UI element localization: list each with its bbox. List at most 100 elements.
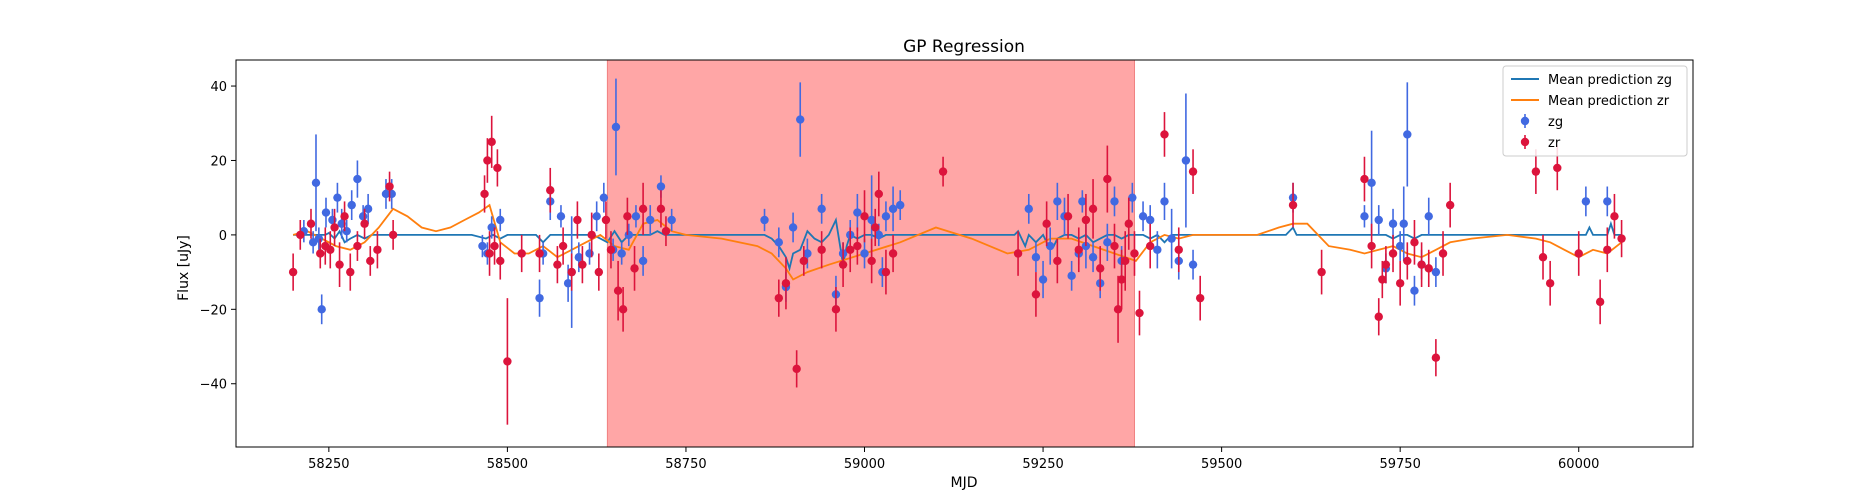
data-point [1431, 267, 1441, 277]
data-point [556, 212, 566, 221]
data-point [558, 241, 568, 251]
data-point [1360, 212, 1369, 221]
data-point [330, 223, 339, 232]
data-point [1181, 156, 1191, 165]
data-point [1088, 204, 1098, 214]
data-point [646, 215, 655, 225]
data-point [1367, 178, 1376, 187]
data-point [1145, 241, 1155, 251]
data-point [1424, 264, 1433, 273]
data-point [1545, 279, 1555, 288]
data-point [1053, 256, 1062, 266]
data-point [638, 256, 648, 266]
data-point [1381, 260, 1391, 269]
data-point [888, 249, 898, 258]
data-point [618, 305, 628, 314]
data-point [385, 182, 394, 191]
data-point [1188, 167, 1198, 176]
data-point [490, 241, 499, 251]
data-point [321, 208, 331, 217]
data-point [1103, 174, 1112, 184]
data-point [478, 241, 487, 251]
data-point [503, 357, 512, 366]
data-point [611, 122, 621, 132]
axes-frame [235, 59, 1694, 448]
data-point [1603, 245, 1612, 254]
data-point [480, 189, 489, 199]
data-point [1088, 253, 1098, 262]
data-point [535, 249, 544, 258]
legend-label: Mean prediction zr [1548, 94, 1670, 109]
data-point [1078, 197, 1087, 206]
data-point [1074, 245, 1083, 254]
data-point [574, 253, 584, 262]
data-point [535, 293, 544, 303]
data-point [1288, 200, 1298, 210]
data-point [493, 163, 502, 173]
data-point [1395, 279, 1405, 288]
data-point [517, 249, 526, 258]
data-point [792, 364, 801, 374]
data-point [831, 305, 841, 314]
data-point [1388, 249, 1398, 258]
data-point [314, 234, 324, 243]
legend-box [1502, 65, 1688, 157]
data-point [799, 256, 809, 266]
data-point [1367, 241, 1376, 251]
data-point [613, 286, 623, 295]
data-point [1431, 353, 1441, 362]
data-point [1403, 256, 1412, 266]
data-point [326, 245, 335, 254]
data-point [578, 260, 587, 269]
data-point [1038, 275, 1048, 284]
x-tick-label: 59250 [1022, 457, 1063, 472]
data-point [563, 279, 573, 288]
data-point [1388, 219, 1398, 228]
data-point [1581, 197, 1591, 206]
data-point [781, 279, 791, 288]
x-tick-label: 59750 [1379, 457, 1420, 472]
data-point [881, 212, 891, 221]
data-point [388, 230, 398, 240]
data-point [1103, 238, 1112, 247]
data-point [1031, 290, 1041, 299]
data-point [353, 174, 362, 184]
data-point [1410, 238, 1419, 247]
data-point [1167, 234, 1176, 243]
data-point [774, 293, 784, 303]
y-axis-label: Flux [uJy] [176, 235, 192, 301]
data-point [1042, 219, 1051, 228]
data-point [1395, 241, 1405, 251]
y-tick-label: 20 [210, 154, 227, 169]
data-point [1110, 241, 1119, 251]
data-point [1374, 215, 1383, 225]
y-tick-label: −20 [200, 303, 227, 318]
data-point [860, 249, 869, 258]
data-point [1188, 260, 1198, 269]
data-point [1130, 249, 1139, 258]
series-mean-prediction-zr [292, 203, 1623, 281]
data-point [788, 223, 798, 232]
data-point [573, 215, 582, 225]
data-point [373, 245, 382, 254]
data-point [485, 249, 494, 258]
data-point [881, 267, 891, 277]
data-point [1360, 174, 1369, 184]
data-point [1538, 253, 1548, 262]
data-point [316, 249, 325, 258]
legend-label: zr [1548, 136, 1561, 151]
data-point [606, 245, 616, 254]
data-point [667, 215, 676, 225]
x-tick-label: 59000 [844, 457, 885, 472]
data-point [860, 212, 869, 221]
data-point [1135, 308, 1144, 318]
data-point [296, 230, 305, 240]
data-point [1013, 249, 1023, 258]
data-point [346, 267, 355, 277]
data-point [1531, 167, 1541, 176]
data-point [867, 256, 876, 266]
data-point [867, 215, 876, 225]
data-point [1110, 197, 1119, 206]
legend-marker-swatch [1520, 116, 1530, 126]
